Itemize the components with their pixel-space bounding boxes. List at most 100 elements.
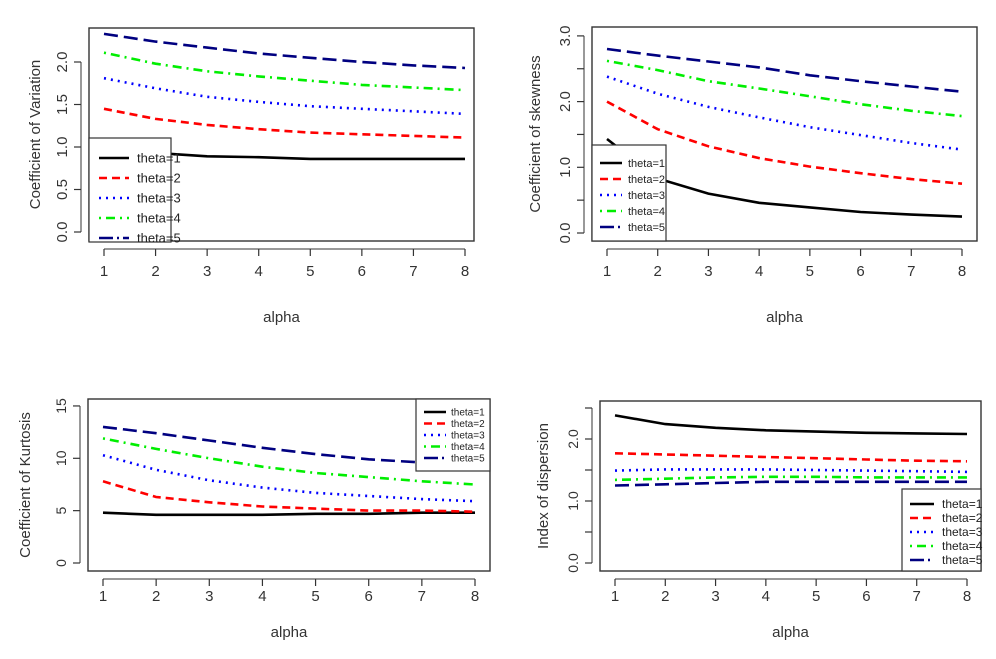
panel-cv: 1 2 3 4 5 6 7 8 alpha 0.0 0.5 1.0 1.5 2.0 Coefficient … [27, 27, 475, 326]
x-tick-label: 2 [151, 263, 159, 280]
legend-label-theta-3: theta=3 [451, 431, 485, 442]
x-tick-label: 1 [611, 588, 619, 605]
x-tick-label: 7 [418, 588, 426, 605]
series-line-theta-3 [102, 453, 476, 503]
y-tick-label: 0.0 [565, 553, 581, 573]
y-tick-label: 10 [53, 450, 69, 466]
series-line-theta-2 [102, 480, 476, 513]
x-axis-label: alpha [772, 624, 809, 641]
y-tick-label: 15 [53, 398, 69, 414]
series-line-theta-2 [103, 107, 466, 139]
legend-label-theta-2: theta=2 [942, 511, 983, 525]
y-tick-label: 3.0 [557, 25, 574, 46]
x-tick-label: 5 [311, 588, 319, 605]
plot-frame [87, 398, 491, 572]
panel-kurtosis: 1 2 3 4 5 6 7 8 alpha 0 5 10 15 Coefficient of Kurtos… [17, 398, 491, 641]
x-tick-label: 7 [907, 263, 915, 280]
plot-frame [591, 26, 978, 242]
x-axis-label: alpha [766, 309, 803, 326]
x-tick-label: 1 [99, 588, 107, 605]
y-tick-label: 2.0 [54, 52, 71, 73]
plot-frame [599, 400, 982, 572]
x-tick-label: 6 [365, 588, 373, 605]
legend-box [88, 137, 172, 243]
x-tick-label: 3 [704, 263, 712, 280]
x-tick-label: 1 [100, 263, 108, 280]
x-tick-label: 2 [152, 588, 160, 605]
x-tick-label: 8 [461, 263, 469, 280]
y-tick-label: 5 [53, 507, 69, 515]
y-tick-label: 0.5 [54, 179, 71, 200]
x-tick-label: 8 [471, 588, 479, 605]
series-line-theta-3 [614, 468, 968, 474]
legend-label-theta-2: theta=2 [137, 171, 181, 186]
legend-label-theta-2: theta=2 [451, 419, 485, 430]
legend-label-theta-4: theta=4 [942, 539, 983, 553]
legend-label-theta-1: theta=1 [451, 408, 485, 419]
x-tick-label: 5 [806, 263, 814, 280]
x-tick-label: 8 [963, 588, 971, 605]
x-tick-label: 5 [306, 263, 314, 280]
series-line-theta-4 [103, 51, 466, 92]
legend-label-theta-5: theta=5 [451, 454, 485, 465]
y-axis-label: Coefficient of Variation [27, 60, 44, 210]
legend-label-theta-1: theta=1 [137, 151, 181, 166]
series-line-theta-3 [606, 75, 963, 151]
x-tick-label: 3 [205, 588, 213, 605]
y-tick-label: 2.0 [557, 91, 574, 112]
legend-label-theta-4: theta=4 [137, 211, 181, 226]
legend-label-theta-3: theta=3 [942, 525, 983, 539]
x-tick-label: 4 [755, 263, 763, 280]
legend-label-theta-2: theta=2 [628, 174, 665, 186]
y-tick-label: 1.0 [557, 157, 574, 178]
legend-box [901, 488, 982, 572]
legend-label-theta-5: theta=5 [137, 231, 181, 246]
plot-frame [88, 27, 475, 242]
legend-label-theta-5: theta=5 [628, 222, 665, 234]
y-tick-label: 2.0 [565, 429, 581, 449]
x-tick-label: 5 [812, 588, 820, 605]
y-tick-label: 1.0 [565, 491, 581, 511]
panel-dispersion: 1 2 3 4 5 6 7 8 alpha 0.0 1.0 2.0 Index of dispersio… [535, 400, 983, 641]
x-tick-label: 6 [358, 263, 366, 280]
legend-label-theta-4: theta=4 [451, 442, 485, 453]
x-tick-label: 2 [654, 263, 662, 280]
legend-label-theta-1: theta=1 [628, 158, 665, 170]
x-tick-label: 2 [661, 588, 669, 605]
x-tick-label: 4 [258, 588, 266, 605]
series-line-theta-4 [606, 59, 963, 118]
x-tick-label: 3 [203, 263, 211, 280]
legend-label-theta-3: theta=3 [628, 190, 665, 202]
series-line-theta-2 [606, 100, 963, 185]
series-line-theta-1 [614, 414, 968, 436]
x-tick-label: 6 [856, 263, 864, 280]
x-axis-label: alpha [263, 309, 300, 326]
series-line-theta-5 [103, 32, 466, 70]
series-line-theta-5 [102, 425, 476, 467]
y-axis-label: Index of dispersion [535, 423, 552, 549]
series-line-theta-4 [614, 475, 967, 482]
legend-label-theta-3: theta=3 [137, 191, 181, 206]
x-tick-label: 1 [603, 263, 611, 280]
legend-label-theta-1: theta=1 [942, 497, 983, 511]
y-tick-label: 0.0 [557, 223, 574, 244]
y-axis-label: Coefficient of Kurtosis [17, 412, 34, 558]
y-axis-label: Coefficient of skewness [527, 55, 544, 212]
x-tick-label: 7 [913, 588, 921, 605]
legend-box [591, 144, 667, 242]
series-line-theta-5 [614, 480, 967, 487]
x-tick-label: 3 [711, 588, 719, 605]
legend: theta=1 theta=2 theta=3 theta=4 theta=5 [88, 137, 181, 246]
y-tick-label: 0 [53, 559, 69, 567]
panel-skewness: 1 2 3 4 5 6 7 8 alpha 0.0 1.0 2.0 3.0 Coefficient of … [527, 25, 978, 326]
y-tick-label: 0.0 [54, 222, 71, 243]
series-line-theta-1 [102, 511, 475, 517]
legend-label-theta-5: theta=5 [942, 553, 983, 567]
series-line-theta-4 [102, 437, 476, 486]
x-tick-label: 4 [762, 588, 770, 605]
x-tick-label: 7 [409, 263, 417, 280]
